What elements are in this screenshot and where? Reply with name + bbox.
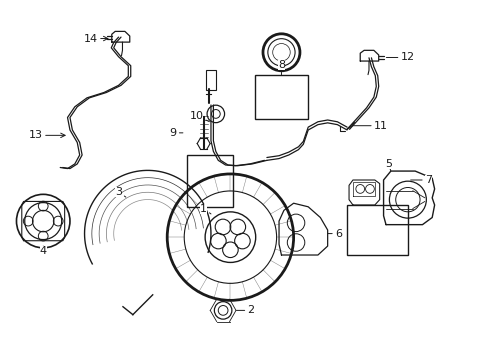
Text: 6: 6 bbox=[328, 229, 342, 239]
Bar bbox=[347, 205, 408, 255]
Text: 9: 9 bbox=[170, 128, 183, 138]
Bar bbox=[255, 75, 308, 119]
Text: 1: 1 bbox=[200, 203, 211, 214]
Text: 11: 11 bbox=[352, 121, 388, 131]
Bar bbox=[206, 70, 216, 90]
Text: 8: 8 bbox=[278, 60, 285, 75]
Text: 7: 7 bbox=[411, 175, 432, 185]
Text: 13: 13 bbox=[29, 130, 65, 140]
Bar bbox=[187, 155, 233, 207]
Text: 5: 5 bbox=[385, 159, 392, 171]
Text: 10: 10 bbox=[189, 111, 209, 122]
Text: 14: 14 bbox=[84, 33, 108, 44]
Text: 2: 2 bbox=[237, 305, 255, 315]
Text: 12: 12 bbox=[386, 53, 415, 63]
Text: 4: 4 bbox=[40, 246, 47, 256]
Text: 3: 3 bbox=[115, 187, 126, 197]
